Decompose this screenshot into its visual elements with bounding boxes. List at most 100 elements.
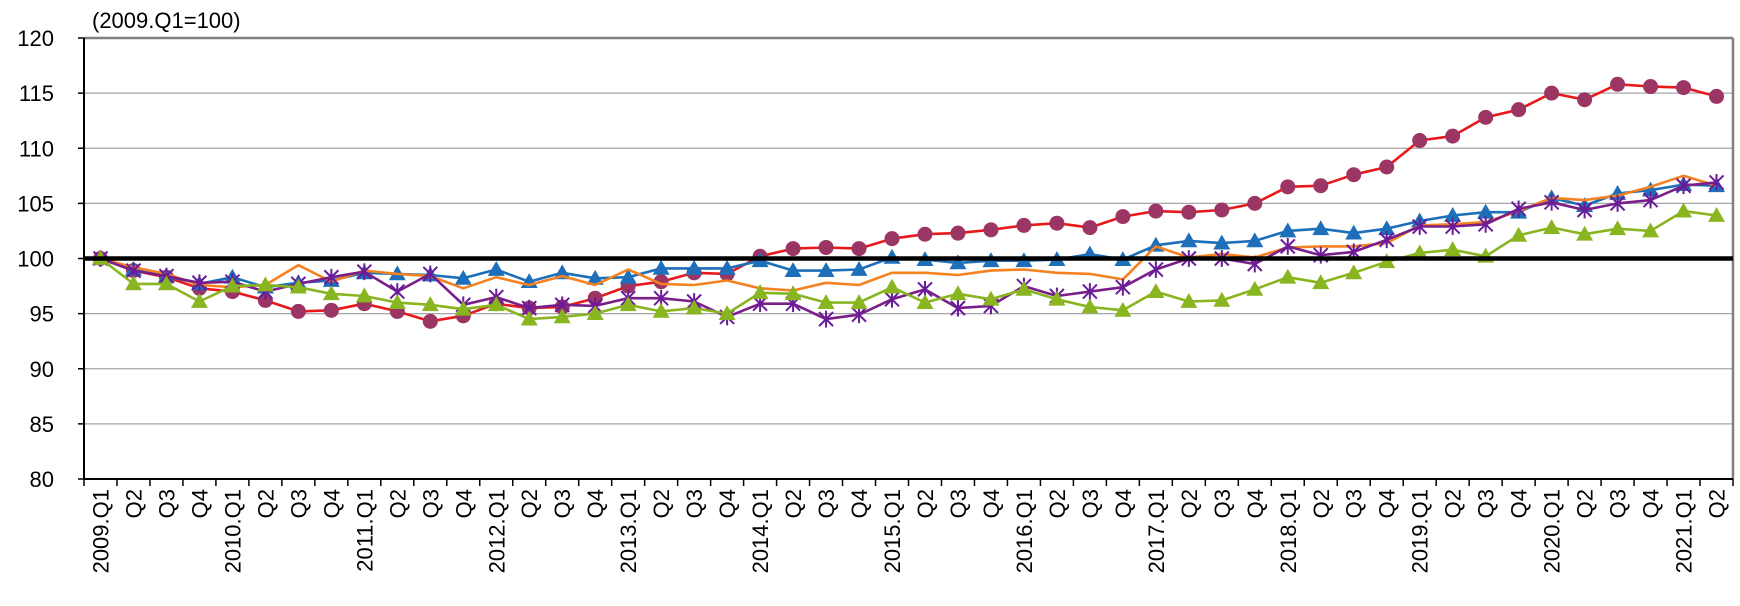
data-point <box>1576 201 1593 219</box>
data-point <box>1180 292 1198 308</box>
data-point <box>1610 76 1626 92</box>
x-tick-label: Q2 <box>121 489 146 518</box>
data-point <box>784 262 802 278</box>
x-tick-label: Q2 <box>913 489 938 518</box>
data-point <box>586 269 604 285</box>
data-point <box>323 302 339 318</box>
data-point <box>1280 237 1296 255</box>
data-point <box>1246 280 1264 296</box>
data-point <box>1246 232 1264 248</box>
data-point <box>388 294 406 309</box>
x-tick-label: Q2 <box>649 489 674 518</box>
x-tick-label: Q2 <box>517 489 542 518</box>
data-point <box>1345 264 1363 280</box>
data-point <box>1015 280 1033 296</box>
y-tick-label: 120 <box>17 26 54 51</box>
data-point <box>454 300 472 316</box>
x-tick-label: 2010.Q1 <box>220 489 245 573</box>
y-tick-label: 100 <box>17 247 54 272</box>
data-point <box>1312 274 1330 290</box>
data-point <box>883 278 901 294</box>
data-point <box>1213 234 1231 250</box>
data-point <box>817 294 835 309</box>
data-point <box>1544 85 1560 101</box>
data-point <box>1477 203 1495 219</box>
data-point <box>818 239 834 255</box>
data-point <box>1346 167 1362 183</box>
data-point <box>1412 133 1428 149</box>
data-point <box>851 306 867 324</box>
data-point <box>1379 231 1395 249</box>
x-tick-label: Q4 <box>1639 489 1664 518</box>
x-tick-label: Q3 <box>1342 489 1367 518</box>
data-point <box>124 275 142 291</box>
data-point <box>1312 220 1330 236</box>
data-point <box>1708 207 1726 222</box>
data-point <box>1478 109 1494 125</box>
data-point <box>1115 209 1131 225</box>
data-point <box>1511 102 1527 118</box>
x-tick-label: 2009.Q1 <box>88 489 113 573</box>
data-point <box>422 313 438 329</box>
data-point <box>653 274 669 290</box>
data-point <box>1016 217 1032 233</box>
x-tick-label: Q3 <box>946 489 971 518</box>
data-point <box>1148 261 1164 278</box>
data-point <box>1345 224 1363 240</box>
data-point <box>1279 222 1297 238</box>
data-point <box>1082 283 1098 300</box>
data-point <box>1214 202 1230 218</box>
data-point <box>784 285 802 301</box>
data-point <box>685 259 703 275</box>
data-point <box>553 264 571 280</box>
data-point <box>619 296 637 312</box>
data-point <box>1708 174 1725 191</box>
data-point <box>553 308 571 324</box>
y-tick-label: 115 <box>19 81 54 106</box>
data-point <box>851 241 867 257</box>
data-point <box>487 261 505 276</box>
data-point <box>949 254 967 270</box>
x-tick-label: Q2 <box>1309 489 1334 518</box>
unit-note: (2009.Q1=100) <box>92 8 241 33</box>
x-tick-label: Q4 <box>187 489 212 518</box>
x-tick-labels: 2009.Q1 Q2 Q3 Q4 2010.Q1 Q2 Q3 Q4 2011.Q1 Q2 Q3 Q4 2… <box>88 489 1729 573</box>
x-tick-label: Q4 <box>451 489 476 518</box>
x-tick-label: Q4 <box>1375 489 1400 518</box>
x-tick-label: 2018.Q1 <box>1276 489 1301 573</box>
data-point <box>323 268 340 286</box>
data-point <box>1114 301 1132 317</box>
data-point <box>1213 291 1231 307</box>
data-point <box>290 303 306 319</box>
data-point <box>1444 241 1462 257</box>
data-point <box>1444 207 1462 222</box>
x-tick-label: 2015.Q1 <box>880 489 905 573</box>
data-point <box>355 287 373 303</box>
data-point <box>917 226 933 242</box>
x-tick-label: Q3 <box>1078 489 1103 518</box>
data-point <box>884 290 900 308</box>
data-point <box>454 269 472 285</box>
x-tick-label: Q4 <box>847 489 872 518</box>
data-point <box>1676 80 1692 96</box>
x-tick-label: Q3 <box>550 489 575 518</box>
data-point <box>1280 179 1296 195</box>
data-point <box>983 222 999 238</box>
data-point <box>1642 222 1660 238</box>
data-point <box>949 285 967 301</box>
data-point <box>1642 191 1659 209</box>
x-tick-label: Q3 <box>682 489 707 518</box>
series-5 <box>91 202 1726 326</box>
data-point <box>718 305 736 320</box>
data-point <box>785 241 801 257</box>
x-tick-label: 2014.Q1 <box>748 489 773 573</box>
x-tick-label: Q3 <box>1606 489 1631 518</box>
series-lines <box>91 76 1726 329</box>
data-point <box>1609 220 1627 236</box>
y-tick-label: 80 <box>30 467 54 492</box>
x-tick-label: Q2 <box>1705 489 1730 518</box>
data-point <box>982 290 1000 306</box>
x-tick-label: 2017.Q1 <box>1144 489 1169 573</box>
x-tick-label: Q4 <box>979 489 1004 518</box>
data-point <box>1081 298 1099 314</box>
